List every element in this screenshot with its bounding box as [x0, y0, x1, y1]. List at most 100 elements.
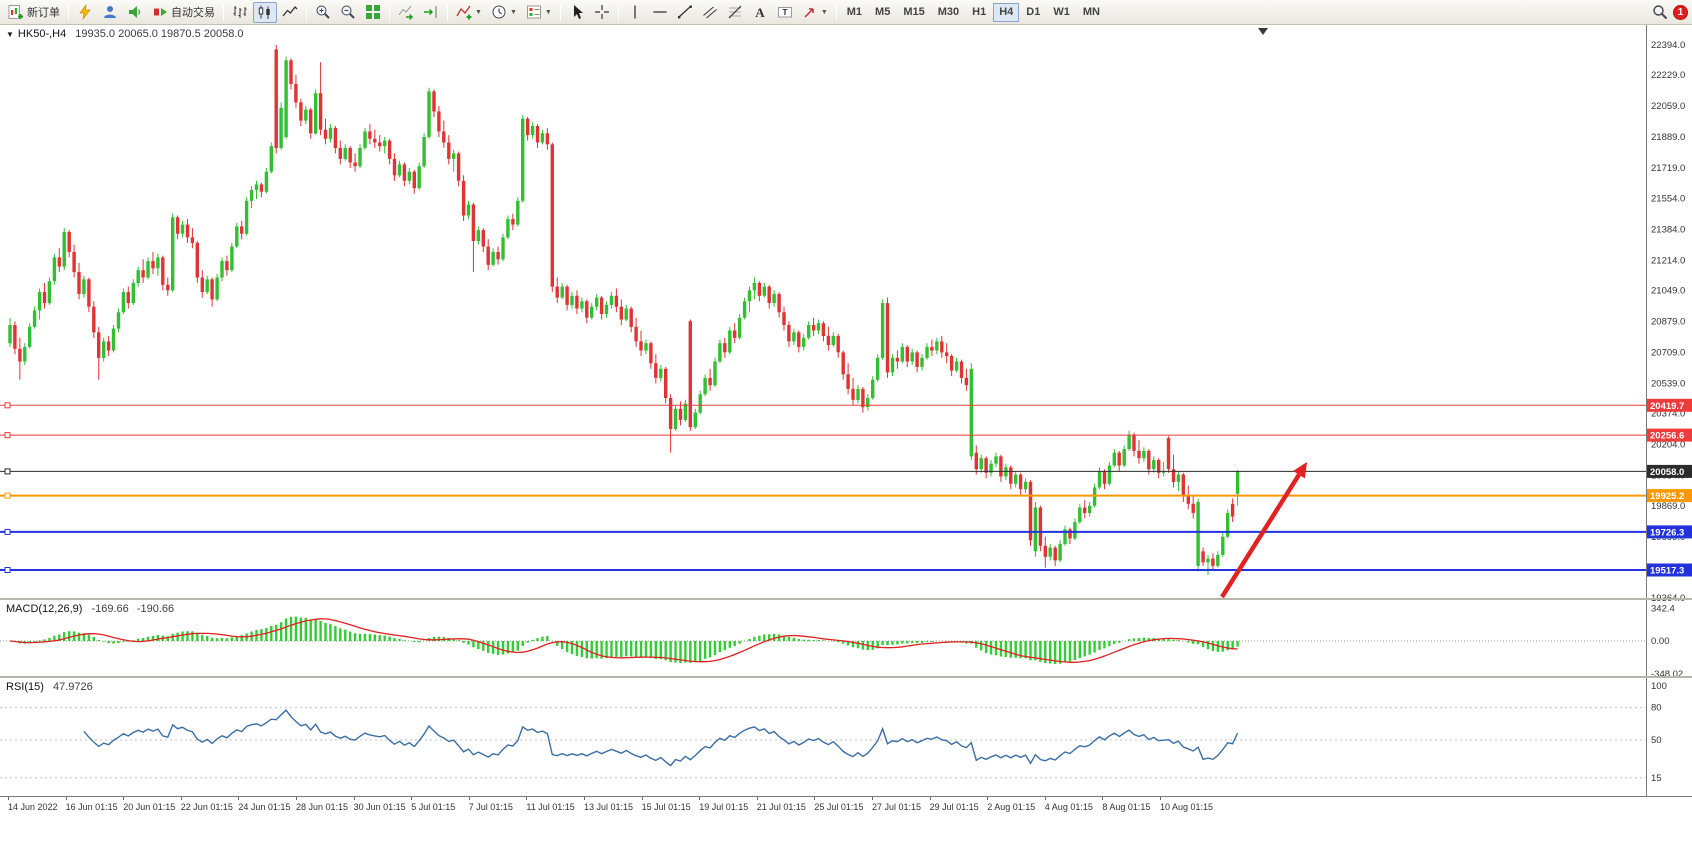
- timeframe-h4[interactable]: H4: [993, 2, 1020, 22]
- new-order-button[interactable]: 新订单: [4, 2, 64, 23]
- time-axis-label: 4 Aug 01:15: [1044, 802, 1093, 812]
- terminal-button[interactable]: [123, 2, 147, 23]
- notification-badge[interactable]: 1: [1673, 4, 1688, 20]
- price-chart-canvas[interactable]: [0, 25, 1646, 598]
- auto-scroll-button[interactable]: [394, 2, 418, 23]
- timeframe-w1[interactable]: W1: [1053, 6, 1070, 18]
- timeframe-m30[interactable]: M30: [937, 6, 960, 18]
- macd-signal-line: [9, 618, 1238, 663]
- templates-button[interactable]: ▼: [522, 2, 556, 23]
- rsi-name: RSI(15): [6, 681, 44, 693]
- rsi-canvas: [0, 707, 1646, 779]
- toolbar-separator: [447, 3, 448, 21]
- line-chart-mode-button[interactable]: [278, 2, 302, 23]
- cursor-icon: [573, 5, 583, 19]
- time-axis-label: 28 Jun 01:15: [296, 802, 349, 812]
- toolbar-separator: [389, 3, 390, 21]
- horizontal-lines[interactable]: [0, 402, 1646, 573]
- svg-text:80: 80: [1651, 703, 1662, 714]
- chart-dropdown-arrow-icon[interactable]: ▼: [6, 30, 14, 39]
- channel-icon: [702, 6, 717, 19]
- timeframe-h1[interactable]: H1: [972, 6, 987, 18]
- timeframe-mn[interactable]: MN: [1082, 6, 1100, 18]
- crosshair-icon: [594, 5, 609, 19]
- time-axis-label: 27 Jul 01:15: [872, 802, 922, 812]
- timeframe-d1[interactable]: D1: [1026, 6, 1041, 18]
- cursor-tool-button[interactable]: [565, 2, 589, 23]
- rsi-panel[interactable]: RSI(15) 47.9726: [0, 678, 1646, 796]
- time-tick: [1102, 797, 1104, 800]
- text-label-tool-button[interactable]: T: [773, 2, 797, 23]
- market-watch-button[interactable]: [73, 2, 97, 23]
- time-axis-label: 25 Jul 01:15: [814, 802, 864, 812]
- price-axis[interactable]: 22394.0 22229.0 22059.0 21889.0 21719.0 21554…: [1646, 25, 1692, 796]
- time-axis-label: 22 Jun 01:15: [180, 802, 233, 812]
- bar-chart-mode-button[interactable]: [228, 2, 252, 23]
- time-axis-label: 21 Jul 01:15: [756, 802, 806, 812]
- toolbar-separator: [559, 3, 561, 21]
- time-axis-label: 16 Jun 01:15: [65, 802, 118, 812]
- new-order-icon: [8, 5, 23, 19]
- text-tool-button[interactable]: A: [748, 2, 772, 23]
- price-tag-20058.0[interactable]: [1647, 464, 1692, 478]
- time-tick: [180, 797, 182, 800]
- horizontal-line-tool-button[interactable]: [648, 2, 672, 23]
- price-tag-19925.2[interactable]: [1647, 489, 1692, 503]
- timeframe-m15[interactable]: M15: [903, 6, 925, 18]
- toolbar-separator: [223, 3, 224, 21]
- price-axis-canvas: 22394.0 22229.0 22059.0 21889.0 21719.0 21554…: [1647, 40, 1692, 784]
- price-chart-panel[interactable]: ▼ HK50-,H4 19935.0 20065.0 19870.5 20058.…: [0, 25, 1646, 598]
- svg-text:20058.0: 20058.0: [1650, 467, 1684, 478]
- price-tag-20256.6[interactable]: [1647, 428, 1692, 442]
- text-icon: A: [755, 5, 765, 20]
- toolbar-separator: [617, 3, 619, 21]
- periods-button[interactable]: ▼: [487, 2, 521, 23]
- channel-tool-button[interactable]: [698, 2, 722, 23]
- timeframe-m1[interactable]: M1: [846, 6, 863, 18]
- panel-splitter[interactable]: [0, 676, 1692, 678]
- macd-panel[interactable]: MACD(12,26,9) -169.66 -190.66: [0, 600, 1646, 676]
- auto-trading-button[interactable]: 自动交易: [148, 2, 219, 23]
- time-axis-label: 19 Jul 01:15: [699, 802, 749, 812]
- time-tick: [411, 797, 413, 800]
- fibonacci-tool-button[interactable]: [723, 2, 747, 23]
- tile-windows-button[interactable]: [361, 2, 385, 23]
- timeframe-m5[interactable]: M5: [875, 6, 891, 18]
- zoom-out-button[interactable]: [336, 2, 360, 23]
- zoom-in-button[interactable]: [311, 2, 335, 23]
- svg-text:T: T: [782, 7, 788, 17]
- macd-name: MACD(12,26,9): [6, 603, 83, 615]
- price-tag-19726.3[interactable]: [1647, 525, 1692, 539]
- svg-text:21554.0: 21554.0: [1651, 193, 1685, 204]
- price-tag-20419.7[interactable]: [1647, 398, 1692, 412]
- time-tick: [584, 797, 585, 800]
- panel-splitter[interactable]: [0, 598, 1692, 600]
- candlestick-mode-button[interactable]: [253, 1, 277, 23]
- time-axis[interactable]: 14 Jun 2022 16 Jun 01:15 20 Jun 01:15 22 Ju…: [0, 796, 1692, 818]
- chart-shift-button[interactable]: [419, 2, 443, 23]
- svg-text:100: 100: [1651, 681, 1667, 692]
- svg-text:21719.0: 21719.0: [1651, 163, 1685, 174]
- time-tick: [872, 797, 873, 800]
- time-axis-label: 29 Jul 01:15: [929, 802, 979, 812]
- indicators-button[interactable]: ▼: [452, 2, 486, 23]
- svg-text:20419.7: 20419.7: [1650, 401, 1684, 412]
- price-tag-19517.3[interactable]: [1647, 563, 1692, 577]
- search-button[interactable]: [1648, 2, 1672, 23]
- vertical-line-tool-button[interactable]: [623, 2, 647, 23]
- crosshair-tool-button[interactable]: [590, 2, 614, 23]
- svg-text:21049.0: 21049.0: [1651, 286, 1685, 297]
- trendline-tool-button[interactable]: [673, 2, 697, 23]
- time-tick: [1160, 797, 1161, 800]
- chart-shift-marker[interactable]: [1258, 28, 1268, 35]
- navigator-button[interactable]: [98, 2, 122, 23]
- arrows-tool-button[interactable]: ▼: [798, 2, 832, 23]
- svg-text:19925.2: 19925.2: [1650, 491, 1684, 502]
- periods-icon: [492, 5, 506, 19]
- time-tick: [8, 797, 9, 800]
- trend-arrow-annotation[interactable]: [1220, 462, 1307, 598]
- time-tick: [699, 797, 701, 800]
- auto-trading-icon: [154, 8, 167, 16]
- vertical-line-icon: [634, 5, 636, 19]
- line-chart-icon: [282, 6, 298, 17]
